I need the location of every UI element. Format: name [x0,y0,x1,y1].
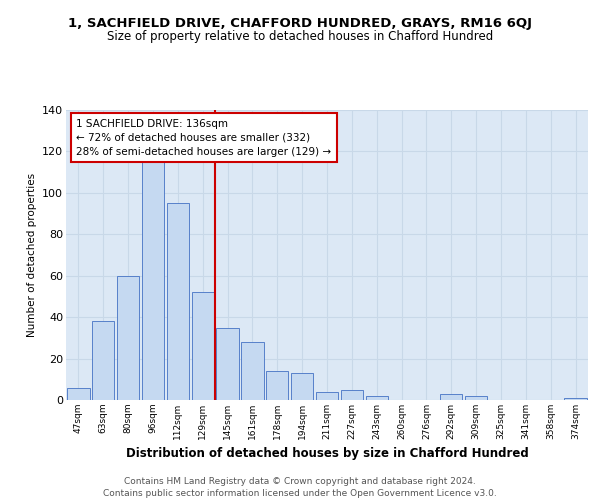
Bar [565,398,587,400]
X-axis label: Distribution of detached houses by size in Chafford Hundred: Distribution of detached houses by size … [125,448,529,460]
Y-axis label: Number of detached properties: Number of detached properties [26,173,37,337]
Bar [440,394,463,400]
Bar [316,392,338,400]
Text: Contains HM Land Registry data © Crown copyright and database right 2024.
Contai: Contains HM Land Registry data © Crown c… [103,476,497,498]
Bar [241,342,263,400]
Bar [167,203,189,400]
Text: Size of property relative to detached houses in Chafford Hundred: Size of property relative to detached ho… [107,30,493,43]
Bar [142,162,164,400]
Bar [217,328,239,400]
Bar [67,388,89,400]
Bar [341,390,363,400]
Bar [266,371,289,400]
Bar [117,276,139,400]
Bar [465,396,487,400]
Text: 1, SACHFIELD DRIVE, CHAFFORD HUNDRED, GRAYS, RM16 6QJ: 1, SACHFIELD DRIVE, CHAFFORD HUNDRED, GR… [68,18,532,30]
Bar [191,292,214,400]
Bar [291,373,313,400]
Text: 1 SACHFIELD DRIVE: 136sqm
← 72% of detached houses are smaller (332)
28% of semi: 1 SACHFIELD DRIVE: 136sqm ← 72% of detac… [76,118,332,156]
Bar [365,396,388,400]
Bar [92,322,115,400]
